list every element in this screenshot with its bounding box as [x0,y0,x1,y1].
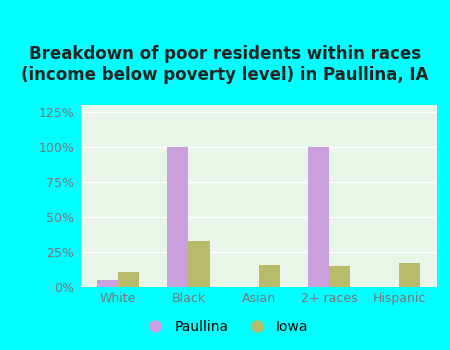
Bar [308,147,329,287]
Bar [97,280,118,287]
Bar [167,147,189,287]
Bar [118,272,140,287]
Bar [259,265,280,287]
Bar [399,263,420,287]
Bar [329,266,350,287]
Text: Breakdown of poor residents within races
(income below poverty level) in Paullin: Breakdown of poor residents within races… [21,45,429,84]
Bar [189,241,210,287]
Legend: Paullina, Iowa: Paullina, Iowa [136,314,314,340]
